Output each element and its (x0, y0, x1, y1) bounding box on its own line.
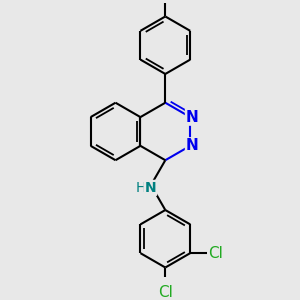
Text: N: N (186, 138, 199, 153)
Text: Cl: Cl (208, 246, 223, 261)
Text: N: N (145, 181, 156, 195)
Text: N: N (186, 110, 199, 124)
Text: H: H (135, 181, 146, 195)
Text: Cl: Cl (158, 285, 173, 300)
